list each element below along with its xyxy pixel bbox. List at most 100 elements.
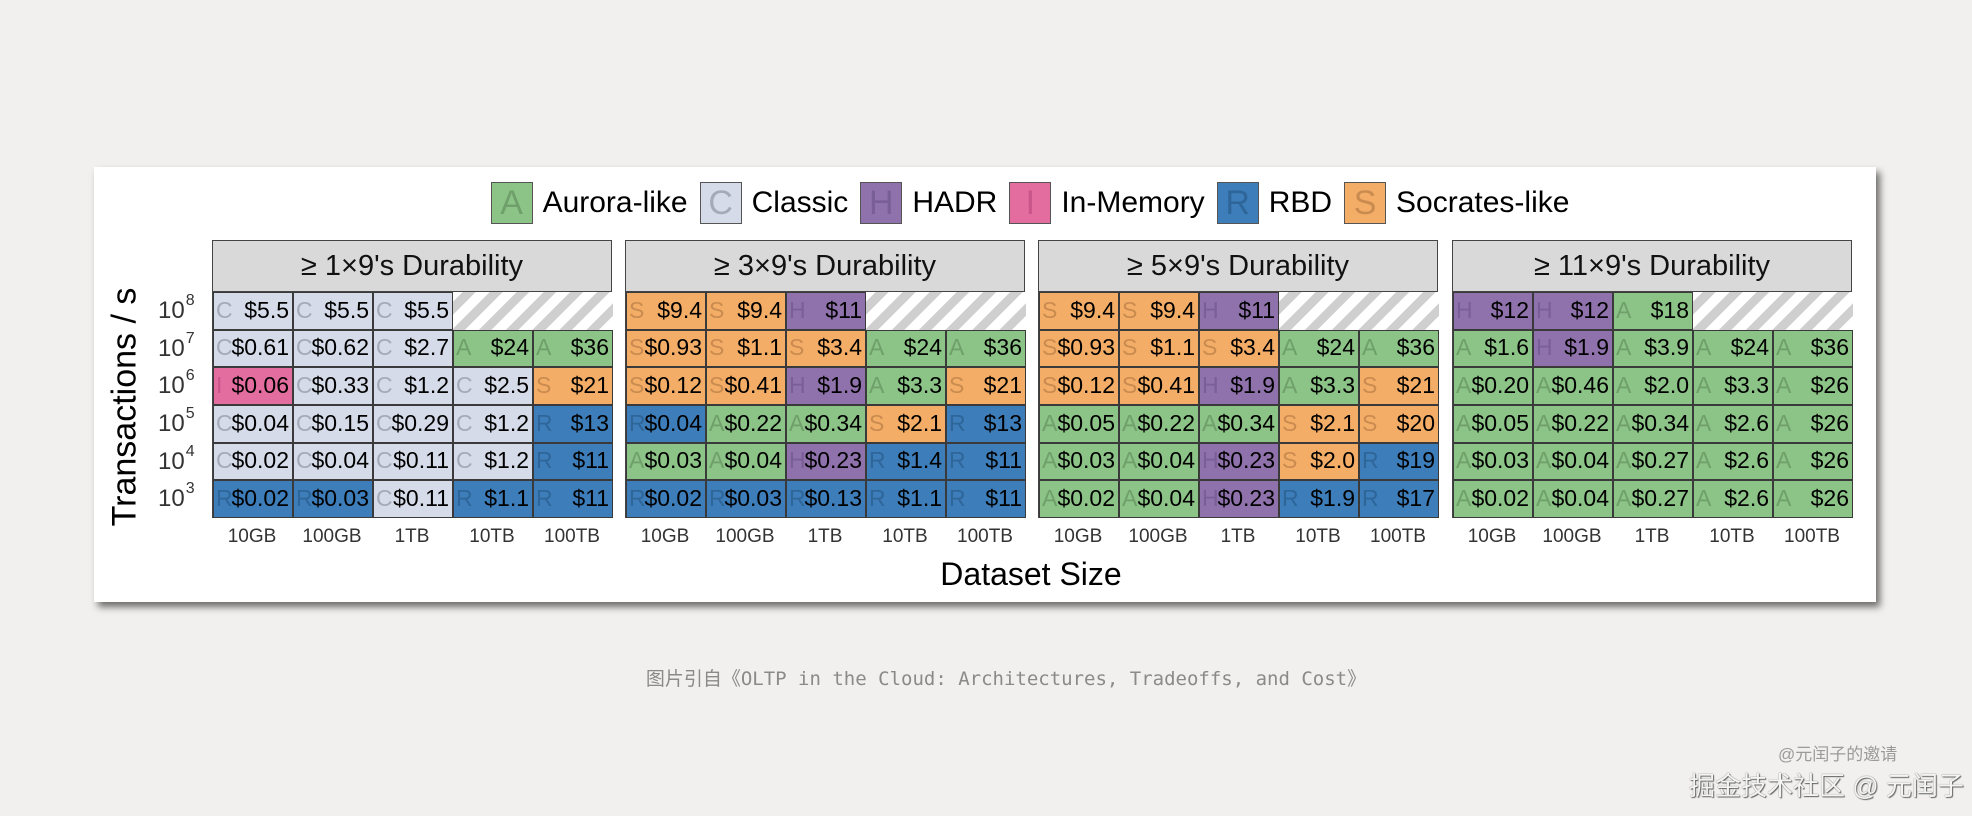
- heatmap-cell: H $0.23: [1199, 442, 1279, 481]
- y-tick-label: 104: [158, 443, 195, 476]
- cost-label: $11: [1238, 296, 1275, 323]
- heatmap-cell: R $13: [533, 405, 613, 443]
- legend-label: In-Memory: [1061, 186, 1205, 219]
- architecture-letter: R: [456, 485, 473, 512]
- heatmap-cell: C $5.5: [373, 292, 453, 330]
- legend-swatch: H: [860, 182, 903, 224]
- heatmap-cell: A $0.04: [1119, 442, 1199, 481]
- heatmap-cell: C $5.5: [213, 292, 293, 330]
- cost-label: $18: [1650, 296, 1689, 323]
- cost-label: $0.11: [393, 485, 449, 512]
- heatmap-cell: C $0.11: [373, 442, 453, 481]
- cost-label: $0.03: [311, 485, 369, 512]
- architecture-letter: I: [216, 372, 223, 399]
- cost-label: $0.34: [1217, 409, 1275, 436]
- legend-label: Socrates-like: [1396, 186, 1570, 219]
- cost-label: $5.5: [404, 296, 449, 323]
- architecture-letter: A: [1282, 372, 1298, 399]
- cost-label: $0.04: [1551, 447, 1609, 474]
- durability-panel: ≥ 1×9's Durability C $5.5 C $5.5 C $5.5 C $0.61 C…: [212, 240, 613, 518]
- cost-label: $17: [1396, 485, 1435, 512]
- heatmap-cell: A $36: [533, 329, 613, 368]
- architecture-letter: R: [949, 409, 966, 436]
- cost-label: $0.11: [393, 447, 449, 474]
- heatmap-cell: H $0.23: [1199, 480, 1279, 518]
- y-tick-label: 107: [158, 330, 195, 363]
- heatmap-cell: A $24: [866, 329, 946, 368]
- cost-label: $1.9: [1310, 485, 1355, 512]
- cost-label: $2.0: [1310, 447, 1355, 474]
- unavailable-cell: [453, 292, 613, 330]
- architecture-letter: A: [709, 447, 725, 474]
- architecture-letter: H: [789, 372, 806, 399]
- architecture-letter: A: [1696, 409, 1712, 436]
- architecture-letter: C: [216, 409, 233, 436]
- architecture-letter: H: [1536, 334, 1553, 361]
- cost-label: $1.6: [1484, 334, 1529, 361]
- architecture-letter: R: [629, 409, 646, 436]
- heatmap-cell: S $9.4: [706, 292, 786, 330]
- x-tick-label: 10TB: [1295, 526, 1341, 547]
- architecture-letter: A: [1042, 485, 1058, 512]
- heatmap-cell: A $0.04: [706, 442, 786, 481]
- x-tick-label: 10TB: [1709, 526, 1755, 547]
- architecture-letter: C: [216, 296, 233, 323]
- heatmap-cell: A $24: [453, 329, 533, 368]
- panel-grid: S $9.4 S $9.4 H $11 S $0.93 S $1.1 S $3.4 A $24 A $36 S $…: [1038, 292, 1439, 518]
- heatmap-cell: S $21: [1359, 367, 1439, 405]
- architecture-letter: C: [296, 409, 313, 436]
- cost-label: $0.04: [1551, 485, 1609, 512]
- heatmap-cell: A $3.9: [1613, 329, 1693, 368]
- x-tick-label: 1TB: [807, 526, 843, 547]
- heatmap-cell: S $9.4: [1039, 292, 1119, 330]
- cost-label: $13: [983, 409, 1022, 436]
- cost-label: $3.3: [897, 372, 942, 399]
- architecture-letter: S: [1362, 372, 1378, 399]
- heatmap-cell: S $9.4: [626, 292, 706, 330]
- heatmap-cell: A $0.04: [1533, 442, 1613, 481]
- heatmap-cell: H $1.9: [786, 367, 866, 405]
- architecture-letter: A: [1616, 372, 1632, 399]
- heatmap-cell: A $0.46: [1533, 367, 1613, 405]
- heatmap-cell: S $0.41: [706, 367, 786, 405]
- architecture-letter: R: [216, 485, 233, 512]
- heatmap-cell: A $26: [1773, 442, 1853, 481]
- cost-label: $2.6: [1724, 447, 1769, 474]
- legend-item: R RBD: [1216, 182, 1332, 224]
- cost-label: $1.1: [1150, 334, 1195, 361]
- architecture-letter: A: [456, 334, 472, 361]
- legend-item: C Classic: [699, 182, 849, 224]
- architecture-letter: R: [536, 485, 553, 512]
- panel-grid: S $9.4 S $9.4 H $11 S $0.93 S $1.1 S $3.4 A $24 A $36 S $…: [625, 292, 1026, 518]
- cost-label: $0.02: [231, 485, 289, 512]
- architecture-letter: S: [629, 296, 645, 323]
- cost-label: $0.61: [231, 334, 289, 361]
- x-tick-label: 100TB: [957, 526, 1013, 547]
- cost-label: $0.04: [1137, 447, 1195, 474]
- cost-label: $0.05: [1057, 409, 1115, 436]
- heatmap-cell: A $1.6: [1453, 329, 1533, 368]
- architecture-letter: S: [709, 296, 725, 323]
- cost-label: $3.3: [1724, 372, 1769, 399]
- heatmap-cell: R $0.02: [626, 480, 706, 518]
- architecture-letter: S: [1202, 334, 1218, 361]
- cost-label: $0.03: [1057, 447, 1115, 474]
- architecture-letter: C: [376, 447, 393, 474]
- architecture-letter: A: [709, 409, 725, 436]
- y-tick-base: 10: [158, 297, 185, 324]
- cost-label: $12: [1570, 296, 1609, 323]
- cost-label: $26: [1810, 485, 1849, 512]
- architecture-letter: A: [1536, 447, 1552, 474]
- heatmap-cell: R $0.04: [626, 405, 706, 443]
- architecture-letter: R: [869, 485, 886, 512]
- heatmap-cell: A $0.34: [1199, 405, 1279, 443]
- heatmap-cell: S $2.1: [866, 405, 946, 443]
- heatmap-cell: A $3.3: [1693, 367, 1773, 405]
- heatmap-cell: R $11: [946, 442, 1026, 481]
- cost-label: $36: [570, 334, 609, 361]
- architecture-letter: A: [629, 447, 645, 474]
- heatmap-cell: C $0.15: [293, 405, 373, 443]
- legend-label: Classic: [751, 186, 849, 219]
- architecture-letter: C: [376, 409, 393, 436]
- x-tick-label: 10GB: [1467, 526, 1517, 547]
